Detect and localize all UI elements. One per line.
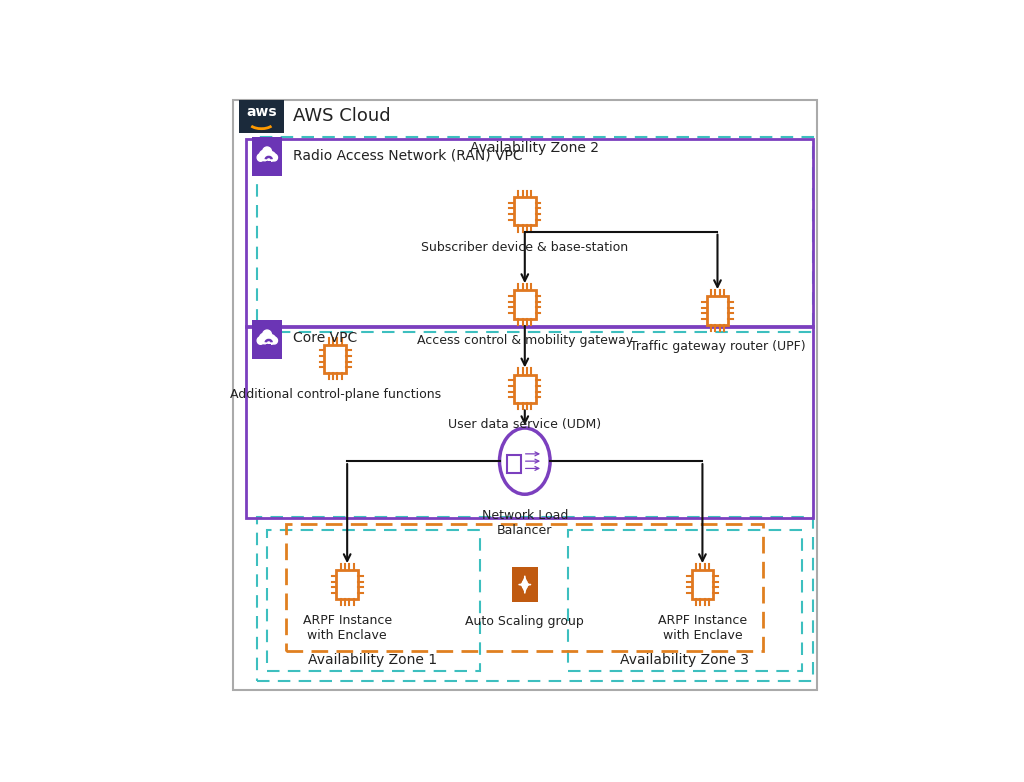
Text: User data service (UDM): User data service (UDM) xyxy=(449,418,601,431)
Ellipse shape xyxy=(271,337,278,344)
Bar xyxy=(286,525,763,651)
Bar xyxy=(246,326,813,518)
Ellipse shape xyxy=(271,154,278,161)
Text: ARPF Instance
with Enclave: ARPF Instance with Enclave xyxy=(303,614,392,642)
Bar xyxy=(514,375,536,403)
Text: Additional control-plane functions: Additional control-plane functions xyxy=(229,388,440,401)
Bar xyxy=(253,321,282,359)
Text: Auto Scaling group: Auto Scaling group xyxy=(466,615,584,629)
Text: Access control & mobility gateway: Access control & mobility gateway xyxy=(417,334,633,347)
Ellipse shape xyxy=(262,330,271,339)
Text: Core VPC: Core VPC xyxy=(293,332,357,346)
Bar xyxy=(266,161,271,166)
Bar xyxy=(257,137,813,332)
Text: Availability Zone 3: Availability Zone 3 xyxy=(621,653,750,667)
Text: Availability Zone 1: Availability Zone 1 xyxy=(308,653,437,667)
Bar xyxy=(257,517,813,681)
Bar xyxy=(512,567,538,602)
Text: Traffic gateway router (UPF): Traffic gateway router (UPF) xyxy=(630,340,805,353)
Text: AWS Cloud: AWS Cloud xyxy=(293,107,390,125)
Bar xyxy=(707,296,728,325)
Ellipse shape xyxy=(266,335,275,344)
Ellipse shape xyxy=(259,333,270,344)
Bar xyxy=(568,530,802,671)
Bar xyxy=(239,100,284,133)
Bar xyxy=(253,138,282,176)
Ellipse shape xyxy=(257,154,264,161)
Bar xyxy=(514,290,536,319)
Bar xyxy=(267,530,479,671)
Bar xyxy=(507,454,521,473)
Text: Radio Access Network (RAN) VPC: Radio Access Network (RAN) VPC xyxy=(293,149,522,162)
Text: Availability Zone 2: Availability Zone 2 xyxy=(470,142,599,156)
Bar xyxy=(336,570,358,599)
Bar xyxy=(325,345,346,373)
Bar xyxy=(246,139,813,328)
Text: Subscriber device & base-station: Subscriber device & base-station xyxy=(421,241,629,253)
Ellipse shape xyxy=(262,147,271,156)
Text: Network Load
Balancer: Network Load Balancer xyxy=(481,509,568,537)
Bar xyxy=(514,197,536,225)
Ellipse shape xyxy=(500,428,550,494)
Text: ARPF Instance
with Enclave: ARPF Instance with Enclave xyxy=(657,614,746,642)
Text: aws: aws xyxy=(246,106,276,120)
Bar xyxy=(691,570,714,599)
Ellipse shape xyxy=(259,150,270,161)
Bar xyxy=(266,344,271,349)
Ellipse shape xyxy=(266,152,275,161)
Ellipse shape xyxy=(257,337,264,344)
